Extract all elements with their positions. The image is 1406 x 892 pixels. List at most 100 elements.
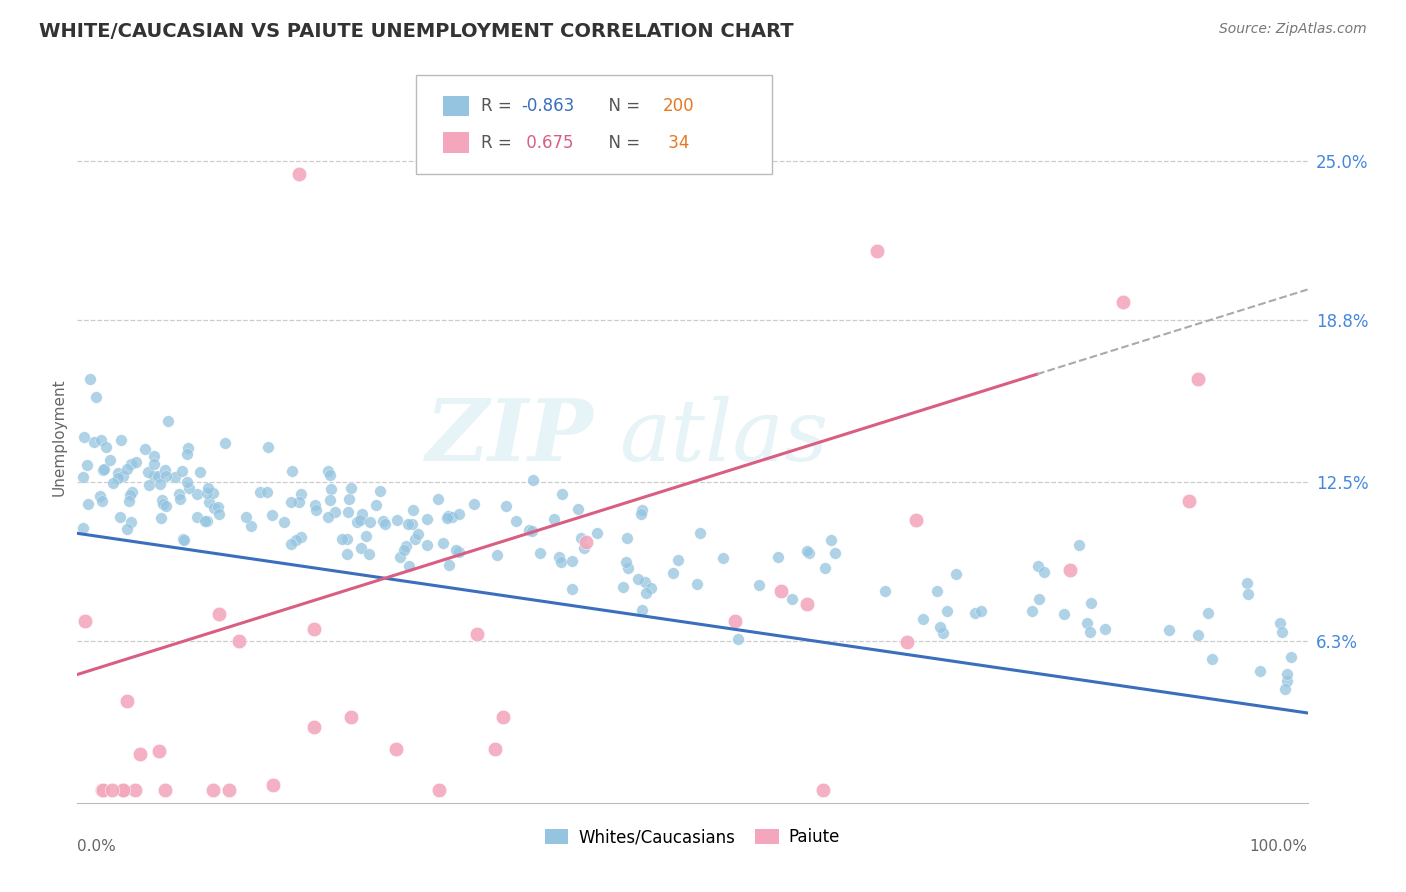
Point <box>281 464 304 478</box>
Point <box>631 503 654 517</box>
Point <box>316 510 339 524</box>
Point <box>796 544 818 558</box>
Point <box>305 502 328 516</box>
Point <box>402 503 425 517</box>
Text: N =: N = <box>598 134 645 152</box>
Point <box>484 741 506 756</box>
Point <box>77 497 100 511</box>
Point <box>337 492 360 507</box>
Point <box>107 466 129 480</box>
Point <box>395 540 418 554</box>
Point <box>548 549 571 564</box>
Point <box>124 783 146 797</box>
Point <box>1094 622 1116 636</box>
Point <box>1197 606 1219 620</box>
Point <box>111 468 134 483</box>
Point <box>935 604 957 618</box>
Point <box>150 510 173 524</box>
Point <box>662 566 685 580</box>
Point <box>91 783 114 797</box>
Point <box>811 783 834 797</box>
Point <box>218 783 240 797</box>
Text: ZIP: ZIP <box>426 395 595 479</box>
Point <box>93 462 115 476</box>
Point <box>1275 674 1298 689</box>
Point <box>896 635 918 649</box>
Point <box>73 430 96 444</box>
Point <box>115 462 138 476</box>
Text: -0.863: -0.863 <box>522 97 575 115</box>
Point <box>169 491 191 506</box>
Point <box>304 498 326 512</box>
Point <box>340 482 363 496</box>
Point <box>820 533 842 547</box>
Legend: Whites/Caucasians, Paiute: Whites/Caucasians, Paiute <box>538 822 846 853</box>
Point <box>1021 604 1043 618</box>
Point <box>634 574 657 589</box>
Point <box>406 527 429 541</box>
Point <box>1033 565 1056 579</box>
Point <box>626 572 648 586</box>
Point <box>945 566 967 581</box>
Point <box>770 583 793 598</box>
Point <box>107 471 129 485</box>
FancyBboxPatch shape <box>443 132 468 153</box>
Point <box>290 487 312 501</box>
Point <box>416 538 439 552</box>
Point <box>634 586 657 600</box>
Point <box>440 510 463 524</box>
Point <box>931 626 953 640</box>
Point <box>970 604 993 618</box>
Point <box>89 489 111 503</box>
Point <box>94 440 117 454</box>
Point <box>167 486 190 500</box>
Point <box>392 543 415 558</box>
Point <box>319 468 342 483</box>
Point <box>929 620 952 634</box>
Point <box>350 541 373 555</box>
Point <box>319 493 342 508</box>
Point <box>1274 682 1296 697</box>
Y-axis label: Unemployment: Unemployment <box>51 378 66 496</box>
Point <box>686 577 709 591</box>
Point <box>208 607 231 621</box>
Text: Source: ZipAtlas.com: Source: ZipAtlas.com <box>1219 22 1367 37</box>
Point <box>202 783 225 797</box>
Point <box>796 597 818 611</box>
Point <box>384 742 406 756</box>
Point <box>138 466 160 480</box>
Point <box>486 548 509 562</box>
Point <box>780 591 803 606</box>
Point <box>152 497 174 511</box>
Point <box>359 515 381 529</box>
Point <box>522 473 544 487</box>
Point <box>197 481 219 495</box>
Point <box>76 458 98 472</box>
Point <box>797 546 820 560</box>
Point <box>354 529 377 543</box>
Point <box>1159 624 1181 638</box>
Point <box>302 622 325 636</box>
Point <box>117 494 139 508</box>
Point <box>288 167 311 181</box>
Point <box>1112 295 1135 310</box>
Point <box>316 465 339 479</box>
Point <box>517 523 540 537</box>
Text: N =: N = <box>598 97 645 115</box>
Point <box>336 547 359 561</box>
Point <box>288 495 311 509</box>
Point <box>83 435 105 450</box>
Point <box>463 497 485 511</box>
Point <box>290 530 312 544</box>
Point <box>371 514 394 528</box>
Point <box>172 532 194 546</box>
Point <box>197 485 219 500</box>
Point <box>630 507 652 521</box>
Point <box>444 543 467 558</box>
Point <box>1187 628 1209 642</box>
Point <box>1026 559 1049 574</box>
Point <box>121 484 143 499</box>
Point <box>396 517 419 532</box>
Point <box>134 442 156 456</box>
Point <box>149 476 172 491</box>
